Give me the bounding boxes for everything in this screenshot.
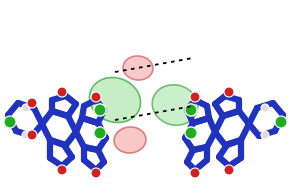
Circle shape	[27, 98, 37, 108]
Circle shape	[94, 127, 106, 139]
Circle shape	[27, 130, 37, 140]
Circle shape	[224, 165, 234, 175]
Circle shape	[190, 168, 200, 178]
Circle shape	[185, 127, 197, 139]
Circle shape	[57, 87, 67, 97]
Circle shape	[94, 127, 106, 139]
Circle shape	[185, 104, 197, 116]
Circle shape	[91, 168, 101, 178]
Ellipse shape	[123, 56, 153, 80]
Circle shape	[57, 165, 67, 175]
Circle shape	[185, 104, 197, 116]
Circle shape	[224, 87, 234, 97]
Circle shape	[261, 104, 269, 112]
Ellipse shape	[152, 85, 198, 125]
Circle shape	[261, 131, 269, 139]
Circle shape	[91, 92, 101, 102]
Circle shape	[185, 127, 197, 139]
Circle shape	[275, 116, 287, 128]
Circle shape	[94, 104, 106, 116]
Ellipse shape	[114, 127, 146, 153]
Circle shape	[94, 104, 106, 116]
Circle shape	[22, 104, 30, 112]
Circle shape	[22, 131, 30, 139]
Ellipse shape	[89, 77, 141, 122]
Circle shape	[4, 116, 16, 128]
Circle shape	[190, 92, 200, 102]
